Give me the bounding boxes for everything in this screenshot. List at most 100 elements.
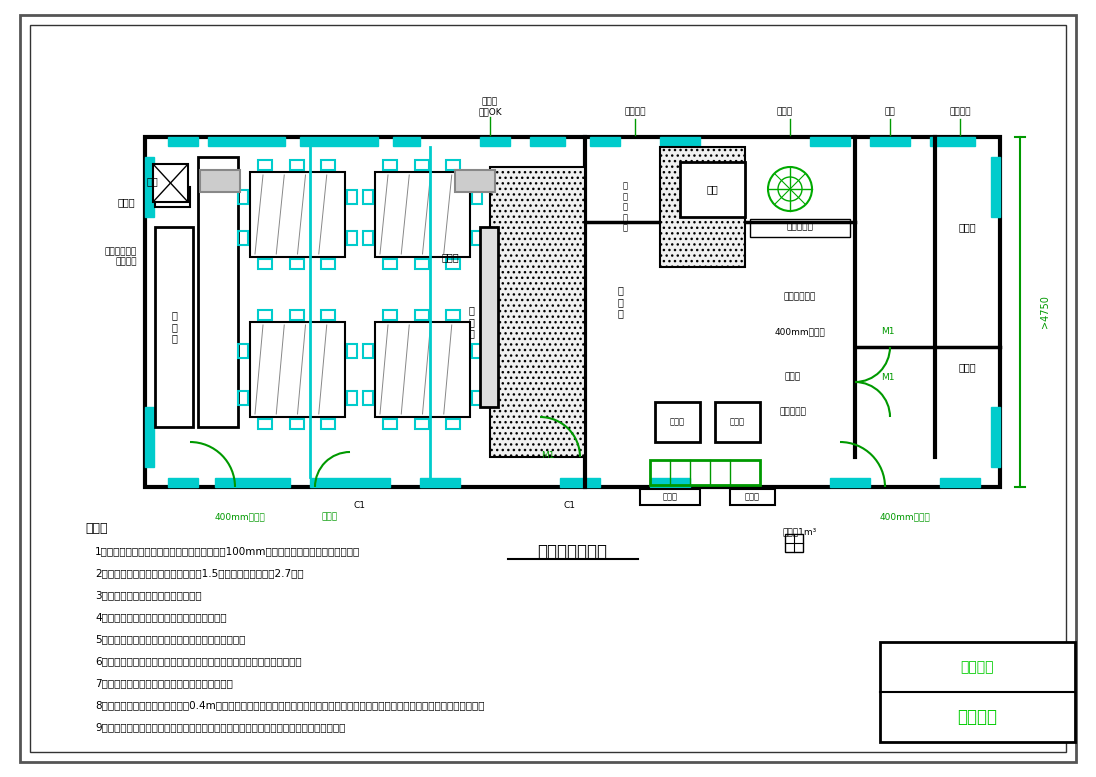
- Bar: [145, 157, 155, 217]
- Bar: [931, 137, 975, 146]
- Text: 3、食堂设置隔油池，并应及时处理；: 3、食堂设置隔油池，并应及时处理；: [95, 590, 202, 600]
- Text: 洗
涮
池: 洗 涮 池: [171, 310, 176, 343]
- Bar: [750, 219, 850, 237]
- Text: 餐具柜: 餐具柜: [117, 197, 135, 207]
- Bar: [660, 147, 745, 267]
- Bar: [414, 259, 429, 269]
- Bar: [375, 172, 470, 257]
- Bar: [363, 343, 373, 357]
- Text: 蒸
食
操
作
台: 蒸 食 操 作 台: [623, 182, 628, 232]
- Bar: [480, 137, 510, 146]
- Bar: [289, 310, 304, 320]
- Bar: [347, 343, 357, 357]
- Text: 蒸
食
间: 蒸 食 间: [617, 285, 623, 319]
- Bar: [321, 160, 335, 170]
- Bar: [321, 419, 335, 429]
- Bar: [168, 478, 198, 487]
- Bar: [991, 407, 1000, 467]
- Bar: [383, 310, 397, 320]
- Bar: [238, 231, 248, 245]
- Bar: [383, 160, 397, 170]
- Text: C1: C1: [564, 500, 576, 510]
- Bar: [446, 419, 460, 429]
- Text: 8、食堂、储藏室、合库等应设置0.4m高挡鼠板，挡鼠板应包铁皮；售菜窗口设排队进杆，食堂内各房间按功能分开，食堂整料要环保；: 8、食堂、储藏室、合库等应设置0.4m高挡鼠板，挡鼠板应包铁皮；售菜窗口设排队进…: [95, 700, 484, 710]
- Bar: [383, 419, 397, 429]
- Bar: [321, 310, 335, 320]
- Text: 幕板靠: 幕板靠: [322, 513, 338, 521]
- Bar: [870, 137, 910, 146]
- Text: 量
菜
台: 量 菜 台: [468, 305, 473, 339]
- Text: 400mm挡鼠板: 400mm挡鼠板: [775, 327, 825, 336]
- Text: >4750: >4750: [1040, 295, 1050, 329]
- Bar: [650, 478, 690, 487]
- Text: C1: C1: [354, 500, 366, 510]
- Text: 400mm挡鼠板: 400mm挡鼠板: [215, 513, 265, 521]
- Bar: [168, 137, 198, 146]
- Text: 6、生熟食应分别存放；食堂炊事人员穿白色工作服，定期抽查食堂卫生；: 6、生熟食应分别存放；食堂炊事人员穿白色工作服，定期抽查食堂卫生；: [95, 656, 301, 666]
- Text: 9、施工现场作业人员应能喝到符合卫生要求的白开水，有固定的盛水容器，有专人管理。: 9、施工现场作业人员应能喝到符合卫生要求的白开水，有固定的盛水容器，有专人管理。: [95, 722, 345, 732]
- Bar: [289, 259, 304, 269]
- Bar: [650, 460, 760, 485]
- Bar: [153, 164, 189, 202]
- Bar: [414, 160, 429, 170]
- Bar: [715, 402, 760, 442]
- Bar: [258, 310, 272, 320]
- Bar: [258, 259, 272, 269]
- Bar: [250, 172, 345, 257]
- Text: 400mm挡鼠板: 400mm挡鼠板: [880, 513, 931, 521]
- Bar: [363, 391, 373, 405]
- Bar: [830, 478, 870, 487]
- Text: 空调: 空调: [146, 176, 158, 186]
- Bar: [810, 137, 850, 146]
- Bar: [446, 259, 460, 269]
- Text: 5、要有容器存废生活垃圾，设专人负责，及时清理；: 5、要有容器存废生活垃圾，设专人负责，及时清理；: [95, 634, 246, 644]
- Bar: [640, 489, 700, 505]
- Bar: [446, 160, 460, 170]
- Bar: [472, 343, 482, 357]
- Text: 1、食堂墙体采用砖墙或彩钢复合板，顶板采用100mm厚瓦楞复合板，四面包蓝色墙板；: 1、食堂墙体采用砖墙或彩钢复合板，顶板采用100mm厚瓦楞复合板，四面包蓝色墙板…: [95, 546, 361, 556]
- Bar: [655, 402, 700, 442]
- Bar: [480, 227, 498, 407]
- Bar: [363, 190, 373, 204]
- Text: 玻璃隔断: 玻璃隔断: [625, 107, 646, 117]
- Text: M1: M1: [881, 372, 894, 382]
- Bar: [414, 419, 429, 429]
- Bar: [347, 190, 357, 204]
- Bar: [199, 170, 240, 192]
- Text: 7、食堂应在明显处张贴卫生责任制并要求到人；: 7、食堂应在明显处张贴卫生责任制并要求到人；: [95, 678, 232, 688]
- Bar: [660, 137, 700, 146]
- Text: 卫生许可证: 卫生许可证: [779, 407, 807, 416]
- Bar: [880, 642, 1075, 742]
- Bar: [472, 391, 482, 405]
- Text: 文明施工: 文明施工: [958, 708, 997, 726]
- Bar: [785, 534, 803, 552]
- Bar: [472, 231, 482, 245]
- Bar: [155, 227, 193, 427]
- Text: 更衣室: 更衣室: [958, 362, 975, 372]
- Bar: [363, 231, 373, 245]
- Text: 工地食堂平面图: 工地食堂平面图: [537, 543, 607, 561]
- Bar: [258, 419, 272, 429]
- Text: 案桌: 案桌: [884, 107, 895, 117]
- Text: 电视机
卡拉OK: 电视机 卡拉OK: [478, 97, 502, 117]
- Text: 鲁板口: 鲁板口: [442, 252, 459, 262]
- Bar: [414, 310, 429, 320]
- Bar: [208, 137, 285, 146]
- Text: 洗鱼池: 洗鱼池: [670, 417, 685, 427]
- Bar: [289, 160, 304, 170]
- Text: 健康证: 健康证: [785, 372, 801, 382]
- Bar: [393, 137, 420, 146]
- Bar: [420, 478, 460, 487]
- Bar: [590, 137, 620, 146]
- Bar: [238, 343, 248, 357]
- Bar: [155, 187, 190, 207]
- Bar: [347, 391, 357, 405]
- Bar: [238, 391, 248, 405]
- Text: 拖布池: 拖布池: [744, 493, 760, 501]
- Bar: [455, 170, 495, 192]
- Bar: [289, 419, 304, 429]
- Bar: [300, 137, 378, 146]
- Bar: [991, 157, 1000, 217]
- Text: 储藏室: 储藏室: [958, 222, 975, 232]
- Text: M1: M1: [541, 451, 555, 459]
